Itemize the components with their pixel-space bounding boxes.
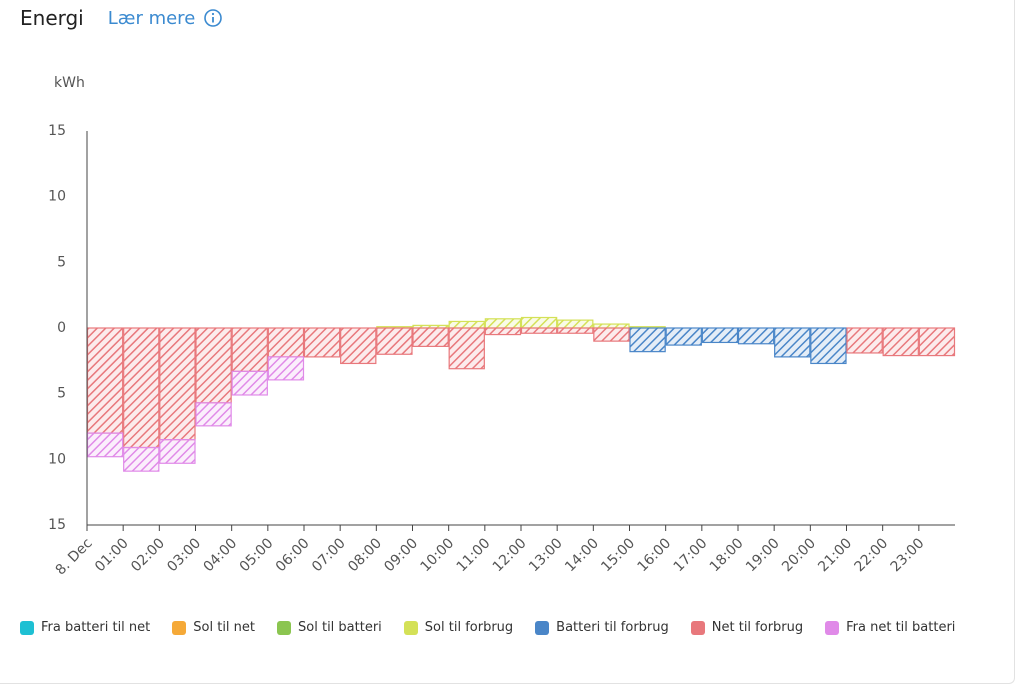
bar bbox=[195, 327, 232, 404]
bar bbox=[195, 402, 232, 427]
legend-label: Fra net til batteri bbox=[846, 620, 956, 635]
x-tick-label: 10:00 bbox=[417, 535, 457, 575]
legend-swatch bbox=[690, 620, 705, 635]
legend-label: Batteri til forbrug bbox=[556, 620, 669, 635]
x-tick-label: 22:00 bbox=[851, 535, 891, 575]
legend-label: Fra batteri til net bbox=[41, 620, 151, 635]
bar bbox=[340, 327, 377, 365]
bar bbox=[520, 327, 558, 334]
y-tick-label: 5 bbox=[57, 386, 66, 402]
x-tick-label: 18:00 bbox=[707, 535, 747, 575]
x-tick-label: 05:00 bbox=[237, 535, 277, 575]
bar bbox=[231, 327, 268, 372]
bar bbox=[737, 327, 775, 345]
bar bbox=[810, 327, 847, 365]
y-tick-label: 10 bbox=[48, 189, 66, 205]
bar bbox=[159, 439, 196, 464]
card-title: Energi bbox=[20, 6, 84, 30]
bar bbox=[159, 327, 196, 441]
bar bbox=[448, 320, 485, 329]
legend-item[interactable]: Net til forbrug bbox=[690, 620, 804, 635]
bar bbox=[412, 327, 449, 347]
x-tick-label: 08:00 bbox=[345, 535, 385, 575]
x-tick-label: 14:00 bbox=[562, 535, 602, 575]
info-icon[interactable] bbox=[203, 8, 223, 28]
legend-item[interactable]: Fra net til batteri bbox=[825, 620, 955, 635]
legend-item[interactable]: Fra batteri til net bbox=[20, 620, 150, 635]
x-tick-label: 23:00 bbox=[888, 535, 928, 575]
bar bbox=[267, 356, 305, 381]
bar bbox=[882, 327, 919, 357]
legend-swatch bbox=[825, 620, 840, 635]
x-tick-label: 04:00 bbox=[200, 535, 240, 575]
header: Energi Lær mere bbox=[20, 6, 223, 30]
bar bbox=[774, 327, 811, 358]
legend-swatch bbox=[403, 620, 418, 635]
chart: kWh 15 10 5 0 5 10 15 8. Dec01:0002:0003:0004:0… bbox=[48, 75, 956, 578]
x-tick-label: 21:00 bbox=[815, 535, 855, 575]
bar bbox=[123, 446, 160, 472]
x-tick-label: 17:00 bbox=[671, 535, 711, 575]
x-tick-label: 19:00 bbox=[743, 535, 783, 575]
legend-item[interactable]: Sol til batteri bbox=[277, 620, 382, 635]
bar bbox=[629, 327, 666, 353]
x-tick-label: 07:00 bbox=[309, 535, 349, 575]
bar bbox=[484, 327, 522, 336]
x-tick-label: 13:00 bbox=[526, 535, 566, 575]
bar bbox=[846, 327, 883, 354]
legend-label: Net til forbrug bbox=[711, 620, 804, 635]
bar bbox=[123, 327, 160, 449]
legend-swatch bbox=[535, 620, 550, 635]
bar bbox=[557, 319, 594, 329]
bar bbox=[86, 327, 124, 434]
y-tick-label: 15 bbox=[48, 517, 66, 533]
legend-swatch bbox=[172, 620, 187, 635]
bar bbox=[918, 327, 956, 357]
y-axis-label: kWh bbox=[54, 75, 85, 91]
y-tick-label: 15 bbox=[48, 123, 66, 139]
bar bbox=[557, 327, 594, 334]
legend-item[interactable]: Batteri til forbrug bbox=[535, 620, 669, 635]
bar bbox=[665, 327, 702, 346]
x-tick-label: 12:00 bbox=[490, 535, 530, 575]
x-tick-label: 01:00 bbox=[92, 535, 132, 575]
legend-item[interactable]: Sol til net bbox=[172, 620, 255, 635]
legend-label: Sol til net bbox=[193, 620, 256, 635]
bar bbox=[448, 327, 485, 370]
learn-more-link[interactable]: Lær mere bbox=[107, 7, 196, 29]
bar bbox=[520, 316, 558, 329]
legend-label: Sol til batteri bbox=[298, 620, 382, 635]
y-tick-label: 10 bbox=[48, 451, 66, 467]
x-tick-label: 20:00 bbox=[779, 535, 819, 575]
bar bbox=[593, 327, 630, 342]
legend-swatch bbox=[277, 620, 292, 635]
bar bbox=[267, 327, 305, 358]
x-tick-label: 16:00 bbox=[634, 535, 674, 575]
bar bbox=[231, 370, 268, 396]
x-tick-label: 15:00 bbox=[598, 535, 638, 575]
y-tick-label: 0 bbox=[57, 320, 66, 336]
legend-swatch bbox=[20, 620, 34, 635]
bar bbox=[701, 327, 739, 344]
bar bbox=[484, 318, 522, 329]
y-tick-label: 5 bbox=[57, 254, 66, 270]
x-tick-label: 8. Dec bbox=[53, 535, 96, 578]
x-tick-label: 11:00 bbox=[454, 535, 494, 575]
x-tick-label: 02:00 bbox=[128, 535, 168, 575]
bar bbox=[303, 327, 341, 358]
legend-item[interactable]: Sol til forbrug bbox=[403, 620, 514, 635]
bar bbox=[86, 432, 124, 458]
x-tick-label: 09:00 bbox=[381, 535, 421, 575]
x-tick-label: 06:00 bbox=[273, 535, 313, 575]
legend-label: Sol til forbrug bbox=[424, 620, 514, 635]
legend: Fra batteri til net Sol til net Sol til ba… bbox=[20, 620, 977, 635]
bar bbox=[376, 327, 413, 355]
x-tick-label: 03:00 bbox=[164, 535, 204, 575]
